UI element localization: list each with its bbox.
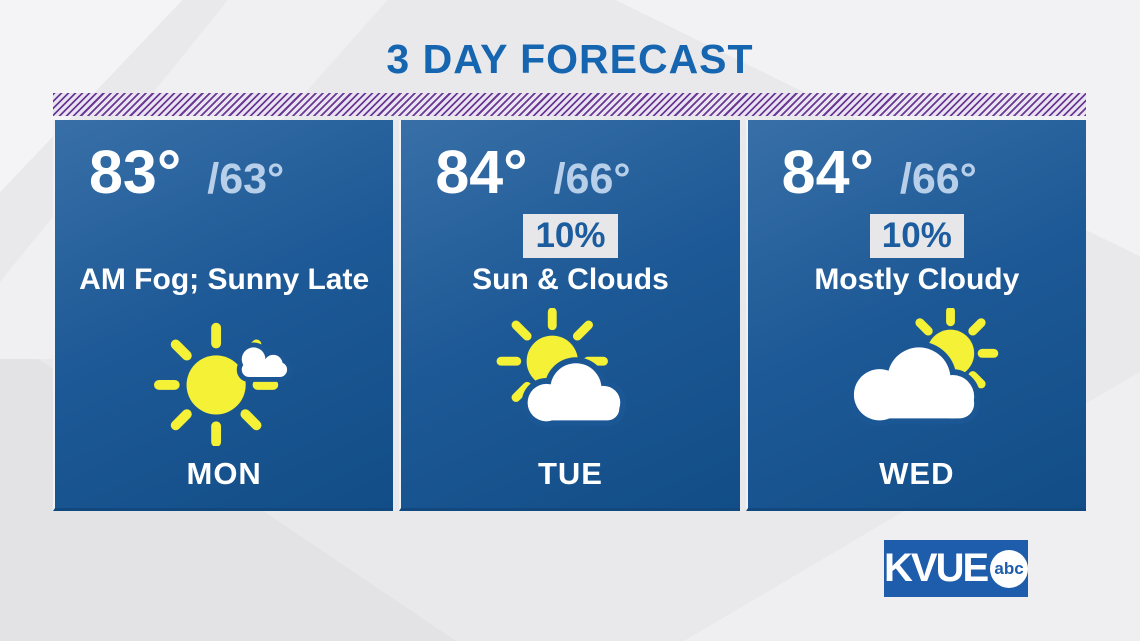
station-logo: KVUE abc [884, 540, 1028, 597]
temperature-row: 84° /66° [401, 142, 739, 203]
high-temperature: 83° [89, 138, 182, 206]
precip-chance-badge: 10% [869, 214, 964, 258]
low-temperature: /66° [553, 155, 631, 203]
low-temperature: /63° [207, 155, 285, 203]
weather-icon-box [55, 297, 393, 456]
forecast-card-tue: 84° /66° 10% Sun & Clouds [399, 120, 740, 511]
precip-slot: 10% [523, 211, 618, 261]
sun-with-small-cloud-icon [154, 322, 293, 446]
high-temperature: 84° [781, 138, 874, 206]
precip-chance-badge: 10% [523, 214, 618, 258]
forecast-cards-row: 83° /63° AM Fog; Sunny Late [53, 120, 1086, 511]
day-label: MON [186, 456, 262, 491]
weather-icon-box [401, 297, 739, 456]
condition-text: Sun & Clouds [472, 263, 669, 296]
station-name: KVUE [884, 546, 989, 590]
forecast-card-mon: 83° /63° AM Fog; Sunny Late [53, 120, 394, 511]
condition-text: Mostly Cloudy [814, 263, 1020, 296]
large-cloud-with-sun-icon [847, 307, 999, 426]
high-temperature: 84° [435, 138, 528, 206]
forecast-card-wed: 84° /66° 10% Mostly Cloudy [745, 120, 1086, 511]
precip-slot: 10% [869, 211, 964, 261]
hatched-divider-stripe [53, 93, 1086, 116]
day-label: WED [879, 456, 955, 491]
abc-network-icon: abc [990, 549, 1028, 588]
temperature-row: 84° /66° [748, 142, 1086, 203]
weather-icon-box [748, 297, 1086, 456]
temperature-row: 83° /63° [55, 142, 393, 203]
page-title: 3 DAY FORECAST [386, 36, 754, 82]
condition-text: AM Fog; Sunny Late [79, 263, 370, 296]
day-label: TUE [537, 456, 603, 491]
low-temperature: /66° [899, 155, 977, 203]
sun-behind-cloud-icon [497, 307, 627, 427]
